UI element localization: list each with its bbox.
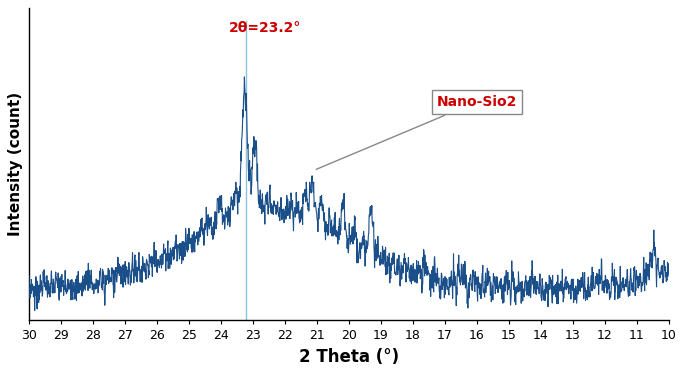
Text: Nano-Sio2: Nano-Sio2	[316, 95, 517, 169]
Y-axis label: Intensity (count): Intensity (count)	[8, 92, 23, 236]
X-axis label: 2 Theta (°): 2 Theta (°)	[299, 348, 399, 366]
Text: 2θ=23.2°: 2θ=23.2°	[229, 21, 301, 35]
